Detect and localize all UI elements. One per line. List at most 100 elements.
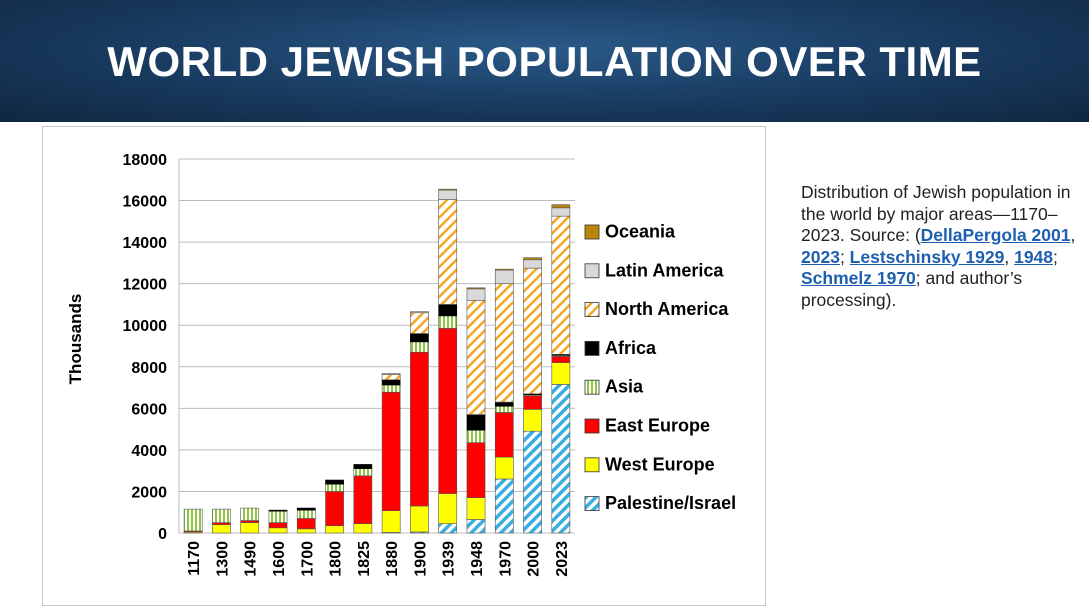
bar-segment [438,523,458,534]
x-tick-label: 2000 [526,541,543,577]
legend-label: Asia [605,377,644,397]
bar-segment [523,430,542,534]
legend-label: West Europe [605,454,715,474]
legend-swatch [584,263,600,279]
bar-segment [381,510,401,533]
bar-segment [466,299,486,415]
y-tick-labels: 0 2000 4000 6000 8000 10000 12000 14000 16000 180… [123,152,168,543]
source-link-schmelz-1970[interactable]: Schmelz 1970 [801,268,916,288]
bar-segment [438,199,458,305]
chart-panel: 0 2000 4000 6000 8000 10000 12000 14000 16000 180… [42,126,766,606]
y-tick-label: 4000 [131,443,167,460]
bar-segment [438,188,458,191]
bar-segment [381,379,401,386]
caption-separator: , [1004,246,1015,267]
bar-segment [523,259,542,269]
bar-segment [551,362,571,385]
y-tick-label: 8000 [131,360,167,377]
bar-segment [410,351,429,507]
bar-segment [466,442,486,498]
bar-segment [240,522,260,534]
x-tick-label: 2023 [554,541,571,577]
bar-segment [325,483,344,492]
x-tick-label: 1948 [469,541,486,577]
bar-segment [523,257,542,261]
bar-segment [438,315,458,329]
y-axis-label: Thousands [66,294,85,385]
legend-swatch [584,340,600,356]
x-tick-label: 1970 [497,541,514,577]
bar-segment [410,312,429,334]
bar-segment [212,522,231,525]
caption-separator: ; [839,246,850,267]
y-tick-label: 16000 [123,194,168,211]
bar-segment [494,456,514,480]
legend-swatch [584,224,600,240]
bar-segment [240,520,260,523]
y-tick-label: 10000 [123,318,168,335]
source-link-dellapergola-2001[interactable]: DellaPergola 2001 [920,225,1071,245]
bar-segment [240,507,260,521]
x-tick-label: 1939 [441,541,458,577]
title-banner: WORLD JEWISH POPULATION OVER TIME [0,0,1089,122]
bar-segment [466,414,486,431]
bar-segment [466,429,486,443]
source-link-2023[interactable]: 2023 [801,246,840,267]
bar-segment [438,304,458,317]
source-link-lestschinsky-1929[interactable]: Lestschinsky 1929 [849,246,1005,267]
bar-segment [466,288,486,301]
legend-label: East Europe [605,416,710,436]
bar-segment [494,405,514,413]
bar-segment [212,508,231,523]
legend-swatch [584,457,600,473]
bar-segment [183,508,203,532]
bar-segment [268,527,288,534]
bar-segment [268,510,288,523]
bar-segment [466,519,486,534]
bar-segment [438,328,458,494]
bar-segment [551,204,571,209]
caption-text: Distribution of Jewish population in the… [801,182,1071,245]
y-tick-label: 18000 [123,152,168,169]
x-tick-label: 1170 [186,541,203,576]
bar-segment [325,525,344,534]
y-tick-label: 0 [158,526,167,543]
bar-segment [212,524,231,534]
legend-label: Latin America [605,260,724,280]
bar-segment [381,374,401,381]
x-tick-label: 1700 [299,541,316,577]
bar-segment [438,493,458,524]
x-tick-label: 1825 [356,541,373,577]
legend-swatch [584,418,600,434]
bar-segment [494,401,514,407]
bar-segment [296,509,316,519]
bar-segment [410,505,429,533]
legend: Oceania Latin America North America Africa A… [584,222,736,513]
y-tick-label: 12000 [123,277,168,294]
bar-segment [296,528,316,534]
y-tick-label: 2000 [131,484,167,501]
bar-segment [551,215,571,355]
legend-swatch [584,496,600,512]
population-chart: 0 2000 4000 6000 8000 10000 12000 14000 16000 180… [66,152,736,577]
x-tick-label: 1880 [384,541,401,577]
bar-segment [353,464,373,469]
source-link-1948[interactable]: 1948 [1014,246,1054,267]
caption-tail: ; and author’s processing). [801,268,1023,310]
bar-segment [296,507,316,511]
bar-segment [410,333,429,343]
bar-segment [551,207,571,217]
caption-separator: , [1070,225,1076,245]
x-tick-label: 1900 [412,541,429,577]
bar-segment [268,509,288,512]
bar-segment [523,395,542,410]
bar-segment [494,268,514,271]
y-tick-label: 14000 [123,235,168,252]
bar-segment [381,373,401,375]
bar-segment [494,478,514,534]
bar-segment [353,468,373,477]
bar-segment [325,491,344,527]
bar-segment [353,475,373,524]
bar-segment [466,497,486,520]
caption-separator: ; [1053,246,1058,267]
